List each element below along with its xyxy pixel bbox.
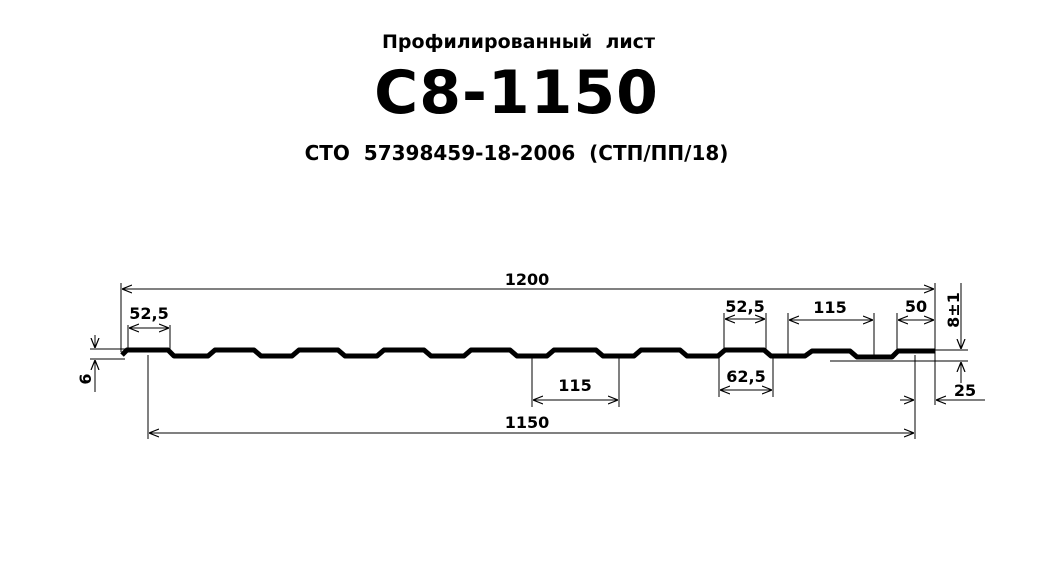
profile-code-title: С8-1150 xyxy=(374,58,659,128)
dim-label: 52,5 xyxy=(725,297,764,316)
dim-crest-base: 62,5 xyxy=(718,358,774,397)
dim-total-width: 1200 xyxy=(120,270,936,405)
dim-left-height: 6 xyxy=(76,335,125,392)
dim-label: 115 xyxy=(558,376,591,395)
dim-label: 52,5 xyxy=(129,304,168,323)
dim-label: 25 xyxy=(954,381,976,400)
sheet-profile xyxy=(120,347,935,360)
document-subtitle: Профилированный лист xyxy=(382,31,655,53)
dim-label: 50 xyxy=(905,297,927,316)
dim-height: 8±1 xyxy=(830,283,968,383)
dim-label: 6 xyxy=(76,373,95,384)
standard-reference: СТО 57398459-18-2006 (СТП/ПП/18) xyxy=(304,141,729,165)
dim-overlap-offset: 25 xyxy=(900,381,985,400)
dim-right-crest: 52,5 xyxy=(723,297,767,350)
dim-rib-pitch-top: 115 xyxy=(787,298,875,357)
dim-left-crest: 52,5 xyxy=(127,304,171,350)
dim-label: 62,5 xyxy=(726,367,765,386)
dim-label: 115 xyxy=(813,298,846,317)
dim-label: 1200 xyxy=(505,270,550,289)
dim-edge-flat: 50 xyxy=(896,297,934,351)
dim-label: 1150 xyxy=(505,413,550,432)
dim-label: 8±1 xyxy=(944,292,963,328)
dim-rib-pitch-bottom: 115 xyxy=(531,358,620,407)
dim-working-width: 1150 xyxy=(147,355,916,439)
